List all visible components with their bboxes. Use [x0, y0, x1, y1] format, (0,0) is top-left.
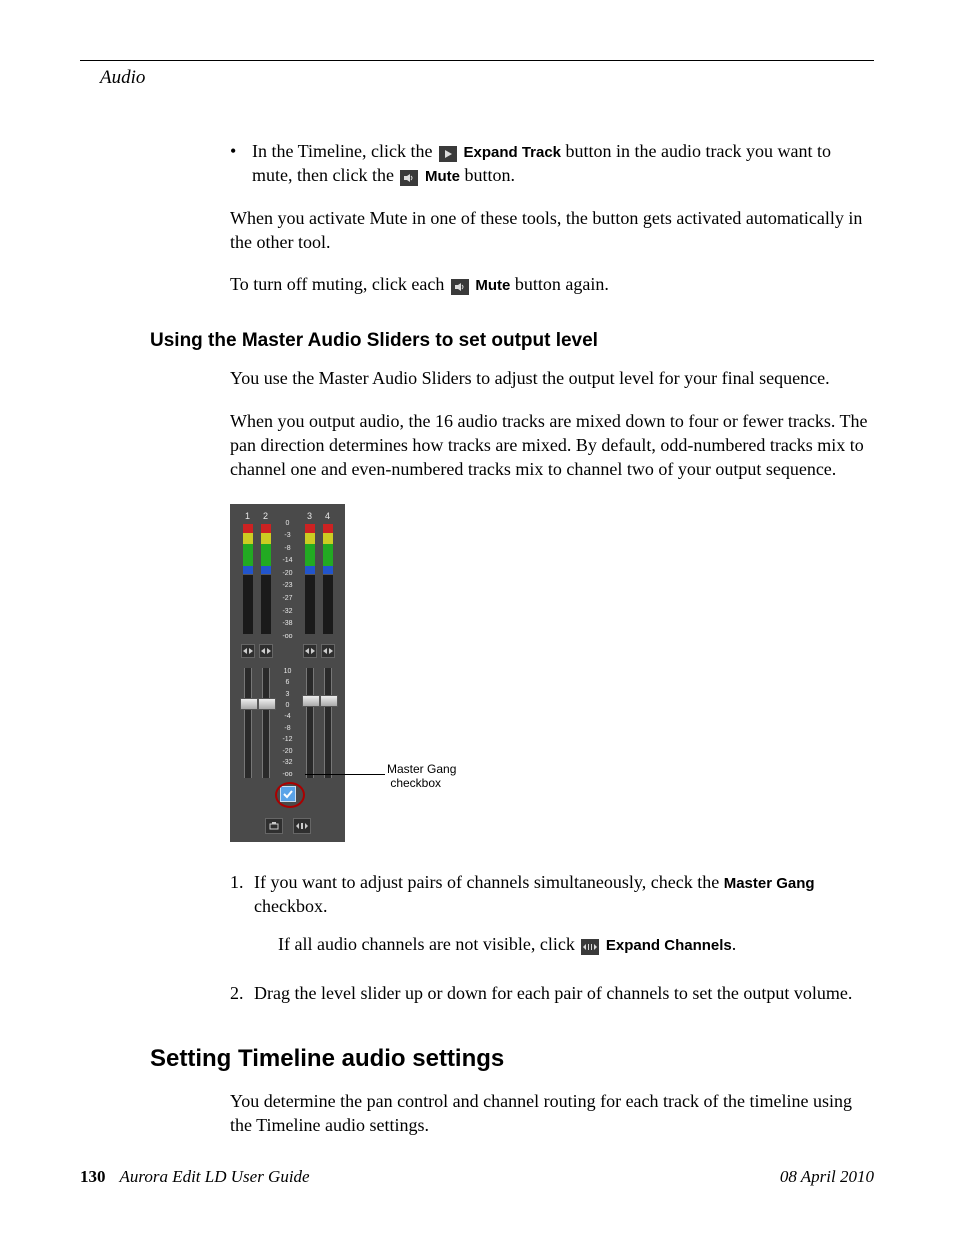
- meter-2: [261, 524, 271, 634]
- mute-icon-2: [451, 279, 469, 295]
- fader-3[interactable]: [306, 668, 314, 778]
- step-2: 2. Drag the level slider up or down for …: [230, 981, 874, 1005]
- pan-button[interactable]: [241, 644, 255, 658]
- tool-icon[interactable]: [265, 818, 283, 834]
- expand-track-label: Expand Track: [463, 144, 561, 161]
- mute-icon-1: [400, 170, 418, 186]
- expand-track-icon: [439, 146, 457, 162]
- fader-1[interactable]: [244, 668, 252, 778]
- mute-label-1: Mute: [425, 168, 460, 185]
- fader-4[interactable]: [324, 668, 332, 778]
- guide-title: Aurora Edit LD User Guide: [119, 1167, 309, 1186]
- fader-2[interactable]: [262, 668, 270, 778]
- p1-lead: In the Timeline, click the: [252, 141, 437, 161]
- channel-label: 1: [245, 510, 250, 522]
- master-audio-mixer: 1 2 0-3-8-14-20-23-27-32-38-oo 3: [230, 504, 345, 842]
- channel-label: 2: [263, 510, 268, 522]
- meter-section: 1 2 0-3-8-14-20-23-27-32-38-oo 3: [234, 510, 341, 640]
- page-footer: 130 Aurora Edit LD User Guide 08 April 2…: [80, 1167, 874, 1187]
- step-1: 1. If you want to adjust pairs of channe…: [230, 870, 874, 971]
- heading-timeline-audio: Setting Timeline audio settings: [150, 1045, 874, 1073]
- p6: You determine the pan control and channe…: [230, 1089, 874, 1138]
- master-gang-label: Master Gang: [724, 875, 815, 892]
- p3: To turn off muting, click each Mute butt…: [230, 272, 874, 296]
- master-gang-callout: Master Gang checkbox: [345, 736, 515, 806]
- pan-button[interactable]: [321, 644, 335, 658]
- p4: You use the Master Audio Sliders to adju…: [230, 366, 874, 390]
- channel-label: 3: [307, 510, 312, 522]
- pan-button[interactable]: [259, 644, 273, 658]
- pan-row: [234, 644, 341, 658]
- master-gang-checkbox[interactable]: [280, 786, 296, 802]
- pan-button[interactable]: [303, 644, 317, 658]
- meter-1: [243, 524, 253, 634]
- mixer-figure: 1 2 0-3-8-14-20-23-27-32-38-oo 3: [230, 504, 874, 842]
- channel-label: 4: [325, 510, 330, 522]
- page-number: 130: [80, 1167, 106, 1186]
- bullet-mute-instruction: • In the Timeline, click the Expand Trac…: [230, 139, 874, 188]
- mute-label-2: Mute: [475, 277, 510, 294]
- expand-channels-icon[interactable]: [293, 818, 311, 834]
- footer-date: 08 April 2010: [780, 1167, 874, 1187]
- meter-4: [323, 524, 333, 634]
- meter-scale: 0-3-8-14-20-23-27-32-38-oo: [277, 510, 299, 640]
- fader-scale: 10630-4-8-12-20-32-oo: [277, 668, 299, 778]
- running-head: Audio: [100, 67, 874, 89]
- p1-tail: button.: [464, 165, 515, 185]
- meter-3: [305, 524, 315, 634]
- fader-section: 10630-4-8-12-20-32-oo: [234, 668, 341, 778]
- p2: When you activate Mute in one of these t…: [230, 206, 874, 255]
- heading-master-sliders: Using the Master Audio Sliders to set ou…: [150, 330, 874, 352]
- expand-channels-inline-icon: [581, 939, 599, 955]
- top-rule: [80, 60, 874, 61]
- expand-channels-label: Expand Channels: [606, 937, 732, 954]
- p5: When you output audio, the 16 audio trac…: [230, 409, 874, 482]
